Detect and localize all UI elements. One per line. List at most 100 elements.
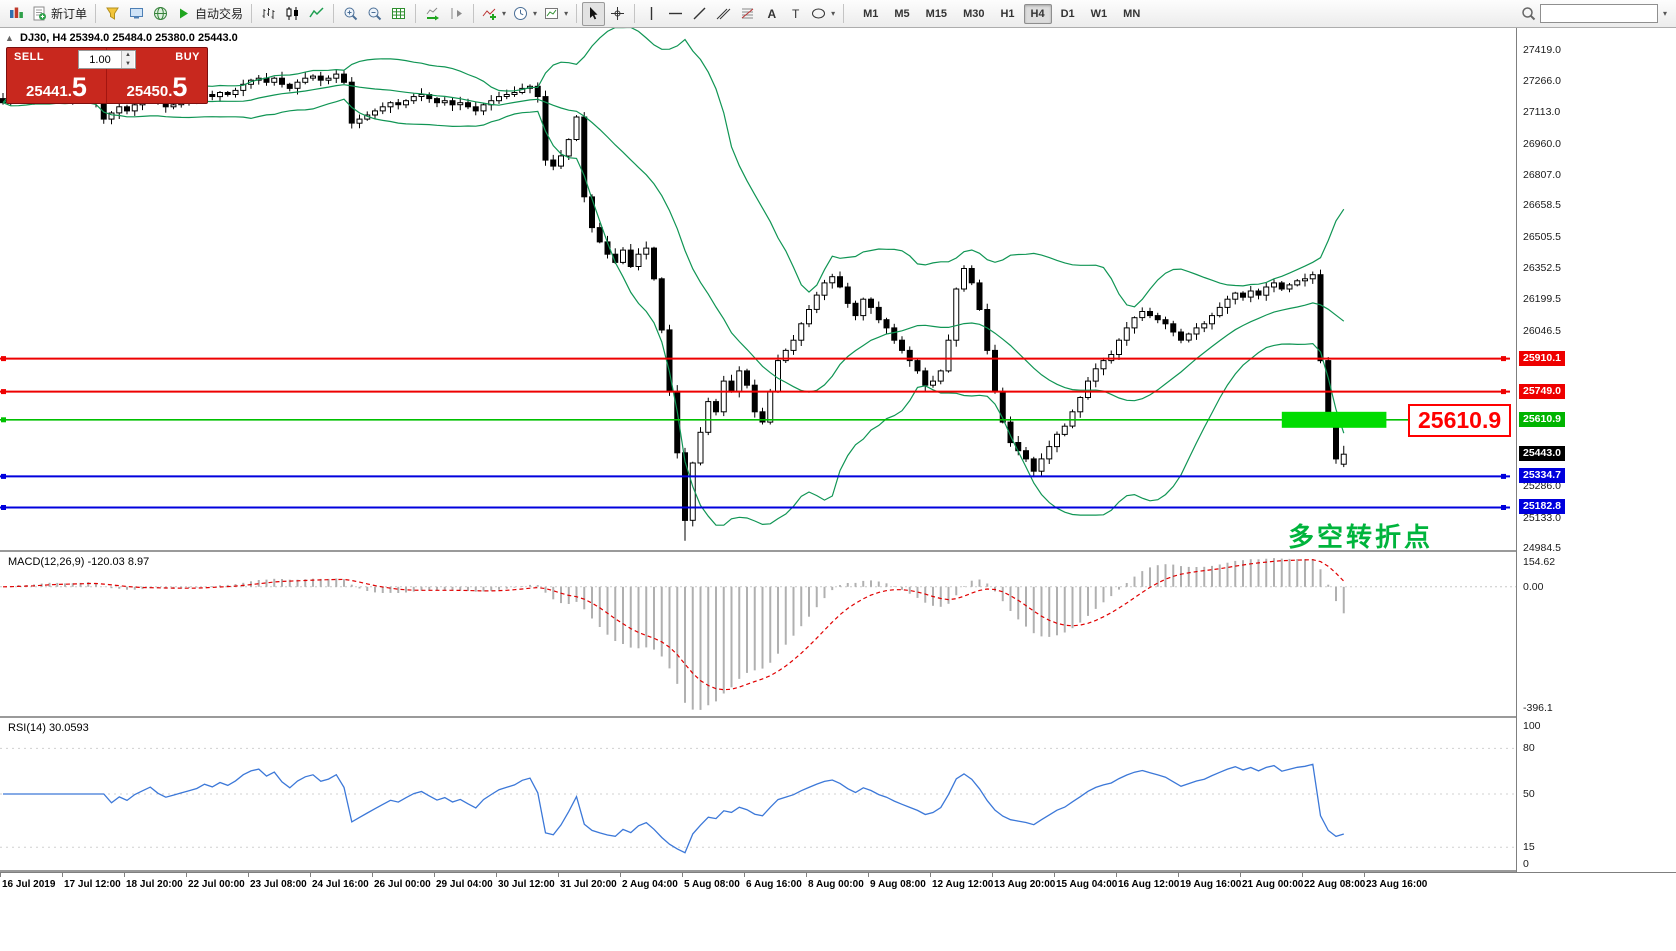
shapes-tool-icon[interactable]: ▾ [808,2,838,26]
time-axis-label: 12 Aug 12:00 [932,879,994,890]
zoom-out-icon[interactable] [363,2,386,26]
timeframe-button-M1[interactable]: M1 [863,7,879,20]
svg-text:A: A [768,7,777,21]
horizontal-line-tool-icon[interactable] [664,2,687,26]
macd-scale-label: 0.00 [1523,581,1544,593]
level-price-callout[interactable]: 25610.9 [1408,404,1512,437]
zoom-in-icon[interactable] [339,2,362,26]
time-axis-tick [186,873,187,877]
time-axis-tick [248,873,249,877]
autoscroll-icon[interactable] [421,2,444,26]
chart-shift-icon[interactable] [445,2,468,26]
candlestick-series [0,28,1510,541]
sell-button[interactable]: SELL 25441. 5 [7,48,107,103]
buy-button[interactable]: BUY 25450. 5 [107,48,207,103]
autotrading-play-icon [180,8,189,19]
autotrading-button[interactable]: 自动交易 [173,2,246,26]
volume-up-button[interactable]: ▲ [122,51,134,60]
volume-input[interactable] [79,51,121,68]
crosshair-icon[interactable] [606,2,629,26]
periods-icon[interactable]: ▾ [510,2,540,26]
new-order-icon [33,6,46,21]
cursor-icon[interactable] [582,1,606,26]
time-axis-label: 31 Jul 20:00 [560,879,617,890]
price-scale-level-label: 25610.9 [1519,412,1565,427]
macd-scale-label: -396.1 [1523,702,1553,714]
volume-down-button[interactable]: ▼ [122,59,134,68]
time-axis-tick [1054,873,1055,877]
price-scale-label: 26960.0 [1523,138,1561,150]
dropdown-caret: ▾ [1662,9,1667,18]
time-axis-tick [124,873,125,877]
vertical-line-tool-icon[interactable] [640,2,663,26]
time-axis-label: 22 Aug 08:00 [1304,879,1366,890]
panel-splitter[interactable] [0,716,1676,718]
macd-panel[interactable] [0,552,1516,716]
turning-point-annotation[interactable]: 多空转折点 [1288,522,1434,552]
price-scale-label: 26505.5 [1523,231,1561,243]
timeframe-button-M5[interactable]: M5 [894,7,910,20]
app-icon [5,2,28,26]
macd-histogram [0,558,1516,710]
dropdown-caret: ▾ [564,9,569,18]
timeframe-button-H1[interactable]: H1 [1000,7,1015,20]
bar-chart-icon[interactable] [257,2,280,26]
time-axis-tick [930,873,931,877]
toolbar-separator [634,4,636,23]
time-axis-tick [806,873,807,877]
time-axis-label: 15 Aug 04:00 [1056,879,1118,890]
community-icon[interactable] [149,2,172,26]
time-axis-tick [744,873,745,877]
main-chart[interactable] [0,28,1516,550]
indicators-icon[interactable]: ▾ [479,2,509,26]
time-axis-tick [992,873,993,877]
channel-tool-icon[interactable] [712,2,735,26]
price-scale[interactable]: 27419.0 27266.0 27113.0 26960.0 26807.0 26658… [1516,28,1676,872]
text-tool-icon[interactable]: A [760,2,783,26]
time-axis-label: 23 Aug 16:00 [1366,879,1428,890]
toolbar-separator [843,4,845,23]
search-icon[interactable] [1521,6,1536,21]
time-axis-tick [1116,873,1117,877]
filter-icon[interactable] [101,2,124,26]
toolbar-separator [95,4,97,23]
price-scale-label: 27419.0 [1523,44,1561,56]
time-axis-tick [620,873,621,877]
timeframe-button-H4[interactable]: H4 [1023,3,1052,24]
time-axis-tick [310,873,311,877]
time-axis-label: 30 Jul 12:00 [498,879,555,890]
timeframe-button-M15[interactable]: M15 [925,7,948,20]
panel-splitter[interactable] [0,550,1676,552]
timeframe-button-D1[interactable]: D1 [1060,7,1075,20]
templates-icon[interactable]: ▾ [541,2,571,26]
time-axis-tick [1364,873,1365,877]
time-axis-label: 22 Jul 00:00 [188,879,245,890]
timeframe-button-MN[interactable]: MN [1123,7,1141,20]
label-tool-icon[interactable]: T [784,2,807,26]
timeframe-button-W1[interactable]: W1 [1090,7,1108,20]
terminal-icon[interactable] [125,2,148,26]
rsi-panel[interactable] [0,718,1516,870]
new-order-label: 新订单 [51,7,88,21]
price-scale-label: 27113.0 [1523,106,1561,118]
time-axis-tick [434,873,435,877]
new-order-button[interactable]: 新订单 [29,2,90,26]
time-axis-tick [372,873,373,877]
candlestick-chart-icon[interactable] [281,2,304,26]
timeframe-button-M30[interactable]: M30 [963,7,985,20]
time-axis-tick [1240,873,1241,877]
time-axis-tick [1302,873,1303,877]
trendline-tool-icon[interactable] [688,2,711,26]
search-input[interactable] [1539,4,1658,23]
fibonacci-tool-icon[interactable] [736,2,759,26]
time-axis-label: 8 Aug 00:00 [808,879,864,890]
time-axis[interactable]: 16 Jul 2019 17 Jul 12:00 18 Jul 20:00 22 Ju… [0,872,1676,951]
one-click-panel-toggle[interactable]: ▲ [5,33,14,43]
time-axis-label: 2 Aug 04:00 [622,879,678,890]
rsi-scale-label: 15 [1523,841,1535,853]
toolbar-separator [576,4,578,23]
grid-icon[interactable] [387,2,410,26]
time-axis-tick [558,873,559,877]
line-chart-icon[interactable] [305,2,328,26]
panel-splitter[interactable] [0,870,1676,872]
